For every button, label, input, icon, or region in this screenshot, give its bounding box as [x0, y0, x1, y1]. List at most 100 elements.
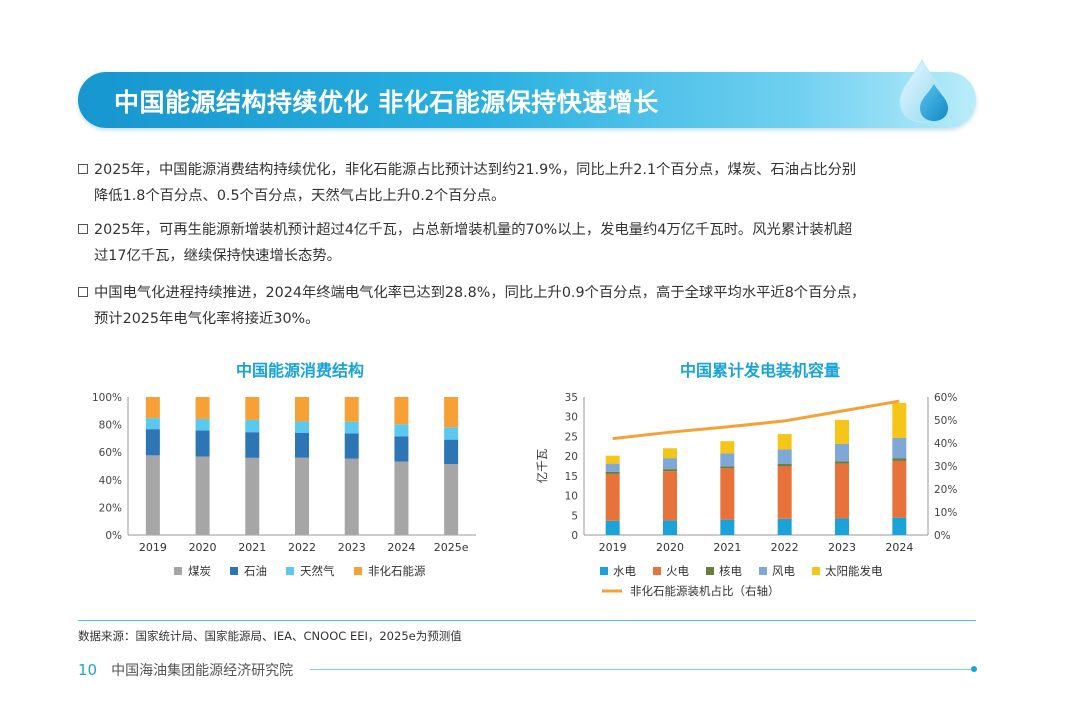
- x-tick-label: 2023: [828, 541, 856, 554]
- x-tick-label: 2020: [656, 541, 684, 554]
- y-tick-label: 40%: [99, 475, 122, 487]
- page-title: 中国能源结构持续优化 非化石能源保持快速增长: [114, 88, 659, 117]
- bullet-line: 降低1.8个百分点、0.5个百分点，天然气占比上升0.2个百分点。: [94, 188, 506, 204]
- y-tick-label: 100%: [92, 392, 122, 404]
- bar-segment: [145, 455, 160, 535]
- bar-segment: [720, 453, 735, 467]
- legend-label: 煤炭: [188, 564, 211, 578]
- footer-dot: [971, 666, 977, 672]
- water-drop-icon: [899, 58, 948, 123]
- y-tick-label: 15: [565, 471, 578, 483]
- y-tick-label: 0: [571, 530, 578, 542]
- y2-tick-label: 60%: [934, 392, 957, 404]
- bar-segment: [344, 421, 359, 434]
- bar-segment: [777, 434, 792, 450]
- x-tick-label: 2020: [189, 541, 217, 554]
- x-tick-label: 2025e: [434, 541, 469, 554]
- y-tick-label: 35: [565, 392, 578, 404]
- bar-segment: [605, 455, 620, 464]
- bar-segment: [835, 419, 849, 444]
- y-tick-label: 25: [565, 431, 578, 443]
- checkbox-bullet-icon: [78, 287, 88, 297]
- footer-line: [310, 669, 972, 670]
- legend-swatch: [653, 567, 661, 575]
- bar-segment: [245, 397, 260, 420]
- footer-org-name: 中国海油集团能源经济研究院: [111, 663, 294, 679]
- x-tick-label: 2021: [238, 541, 266, 554]
- bar-segment: [245, 432, 260, 458]
- bar-segment: [295, 397, 309, 422]
- legend-swatch: [600, 567, 608, 575]
- y-tick-label: 20: [565, 451, 578, 463]
- y-tick-label: 80%: [99, 420, 122, 432]
- title-banner: 中国能源结构持续优化 非化石能源保持快速增长: [78, 72, 976, 128]
- bar-segment: [394, 436, 409, 462]
- bar-segment: [195, 456, 210, 535]
- chart-title-energy-consumption: 中国能源消费结构: [235, 361, 364, 380]
- legend-label: 风电: [772, 564, 795, 578]
- x-tick-label: 2024: [387, 541, 415, 554]
- bar-segment: [145, 429, 160, 456]
- y2-tick-label: 40%: [934, 438, 957, 450]
- legend-label: 石油: [244, 564, 267, 578]
- bar-segment: [720, 519, 735, 535]
- bar-segment: [892, 438, 907, 459]
- y2-tick-label: 20%: [934, 484, 957, 496]
- x-tick-label: 2019: [139, 541, 167, 554]
- bar-segment: [835, 518, 849, 535]
- bar-segment: [892, 517, 907, 535]
- legend-swatch: [706, 567, 714, 575]
- bar-segment: [295, 433, 309, 458]
- bar-segment: [777, 466, 792, 519]
- y2-tick-label: 30%: [934, 461, 957, 473]
- x-tick-label: 2019: [599, 541, 627, 554]
- bar-segment: [663, 469, 677, 472]
- bar-segment: [295, 421, 309, 434]
- bar-segment: [444, 427, 459, 440]
- bar-segment: [720, 441, 735, 454]
- x-tick-label: 2022: [771, 541, 799, 554]
- bar-segment: [605, 520, 620, 535]
- y-tick-label: 20%: [99, 502, 122, 514]
- bullet-electrification: 中国电气化进程持续推进，2024年终端电气化率已达到28.8%，同比上升0.9个…: [78, 280, 978, 332]
- bullet-renewables: 2025年，可再生能源新增装机预计超过4亿千瓦，占总新增装机量的70%以上，发电…: [78, 217, 978, 269]
- y-tick-label: 0%: [105, 530, 122, 542]
- bullet-line: 2025年，可再生能源新增装机预计超过4亿千瓦，占总新增装机量的70%以上，发电…: [94, 222, 853, 238]
- legend-label: 核电: [719, 564, 742, 578]
- bar-segment: [892, 458, 907, 461]
- bar-segment: [344, 397, 359, 422]
- chart-title-capacity: 中国累计发电装机容量: [679, 361, 840, 380]
- bar-segment: [663, 458, 677, 470]
- y-tick-label: 30: [565, 412, 578, 424]
- y2-tick-label: 0%: [934, 530, 951, 542]
- bar-segment: [245, 457, 260, 535]
- bar-segment: [195, 430, 210, 457]
- legend-label: 太阳能发电: [825, 564, 883, 578]
- checkbox-bullet-icon: [78, 224, 88, 234]
- bar-segment: [344, 433, 359, 459]
- y2-tick-label: 50%: [934, 415, 957, 427]
- bullet-line: 中国电气化进程持续推进，2024年终端电气化率已达到28.8%，同比上升0.9个…: [94, 285, 866, 301]
- legend-swatch: [286, 567, 294, 575]
- bar-segment: [777, 464, 792, 467]
- x-tick-label: 2024: [885, 541, 913, 554]
- bar-segment: [720, 468, 735, 520]
- legend-label: 非化石能源: [368, 564, 426, 578]
- bar-segment: [394, 397, 409, 425]
- x-tick-label: 2021: [713, 541, 741, 554]
- installed-capacity-chart: 0 5 10 15 20 25 30 35 0% 10% 20% 30% 40% 50% 60% 亿千瓦 201…: [535, 392, 957, 598]
- bar-segment: [444, 397, 459, 428]
- x-tick-label: 2022: [288, 541, 316, 554]
- bar-segment: [145, 418, 160, 430]
- x-tick-label: 2023: [338, 541, 366, 554]
- bullet-energy-structure: 2025年，中国能源消费结构持续优化，非化石能源占比预计达到约21.9%，同比上…: [78, 157, 978, 209]
- bar-segment: [145, 397, 160, 419]
- bullet-line: 2025年，中国能源消费结构持续优化，非化石能源占比预计达到约21.9%，同比上…: [94, 162, 857, 178]
- bar-segment: [663, 520, 677, 535]
- source-divider: [78, 620, 976, 621]
- legend-swatch: [759, 567, 767, 575]
- bar-segment: [605, 463, 620, 472]
- bullet-line: 预计2025年电气化率将接近30%。: [94, 311, 320, 327]
- data-source: 数据来源：国家统计局、国家能源局、IEA、CNOOC EEI，2025e为预测值: [78, 629, 462, 643]
- legend-swatch: [812, 567, 820, 575]
